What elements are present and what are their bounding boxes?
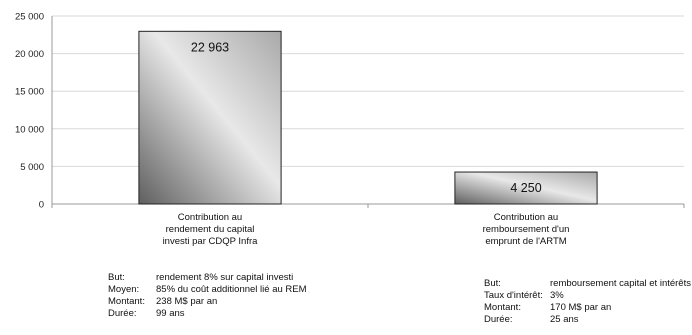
note-key: But:: [108, 272, 125, 283]
note-value: 3%: [550, 290, 564, 301]
note-value: 238 M$ par an: [156, 296, 218, 307]
note-row: Montant: 170 M$ par an: [484, 302, 691, 314]
note-row: But: rendement 8% sur capital investi: [108, 272, 307, 284]
x-category-label-line: emprunt de l'ARTM: [485, 236, 566, 247]
note-key: Durée:: [108, 308, 137, 319]
x-category-label-line: remboursement d'un: [483, 224, 570, 235]
y-tick-label: 15 000: [15, 87, 44, 98]
note-value: rendement 8% sur capital investi: [156, 272, 294, 283]
y-tick-label: 10 000: [15, 124, 44, 135]
note-row: Durée: 99 ans: [108, 308, 307, 320]
y-tick-label: 25 000: [15, 12, 44, 23]
bar-value-label: 22 963: [191, 40, 229, 54]
y-tick-label: 5 000: [20, 162, 44, 173]
note-row: But: remboursement capital et intérêts: [484, 278, 691, 290]
note-row: Montant: 238 M$ par an: [108, 296, 307, 308]
bar-value-label: 4 250: [510, 181, 541, 195]
note-row: Durée: 25 ans: [484, 314, 691, 326]
note-key: Montant:: [484, 302, 521, 313]
note-value: 170 M$ par an: [550, 302, 612, 313]
x-category-label-line: Contribution au: [178, 212, 242, 223]
note-key: Moyen:: [108, 284, 140, 295]
x-category-label: Contribution au rendement du capital inves…: [163, 212, 259, 247]
right-bar-notes: But: remboursement capital et intérêts Ta…: [484, 278, 691, 326]
y-tick-label: 20 000: [15, 49, 44, 60]
x-category-label-line: Contribution au: [494, 212, 558, 223]
y-tick-label: 0: [39, 200, 44, 211]
note-value: remboursement capital et intérêts: [550, 278, 691, 289]
x-category-label-line: investi par CDQP Infra: [163, 236, 259, 247]
x-category-label: Contribution au remboursement d'un emprunt…: [483, 212, 570, 247]
note-key: Durée:: [484, 314, 513, 325]
note-value: 99 ans: [156, 308, 185, 319]
bar: [138, 30, 282, 205]
note-key: Montant:: [108, 296, 145, 307]
y-tick-labels: 0 5 000 10 000 15 000 20 000 25 000: [15, 12, 44, 211]
note-key: But:: [484, 278, 501, 289]
note-value: 25 ans: [550, 314, 579, 325]
left-bar-notes: But: rendement 8% sur capital investi Moy…: [108, 272, 307, 320]
x-category-label-line: rendement du capital: [166, 224, 255, 235]
bars: 22 963 4 250: [138, 30, 598, 205]
note-value: 85% du coût additionnel lié au REM: [156, 284, 307, 295]
note-key: Taux d'intérêt:: [484, 290, 543, 301]
x-category-labels: Contribution au rendement du capital inves…: [163, 212, 570, 247]
note-row: Taux d'intérêt: 3%: [484, 290, 691, 302]
bar: [454, 171, 598, 205]
note-row: Moyen: 85% du coût additionnel lié au REM: [108, 284, 307, 296]
